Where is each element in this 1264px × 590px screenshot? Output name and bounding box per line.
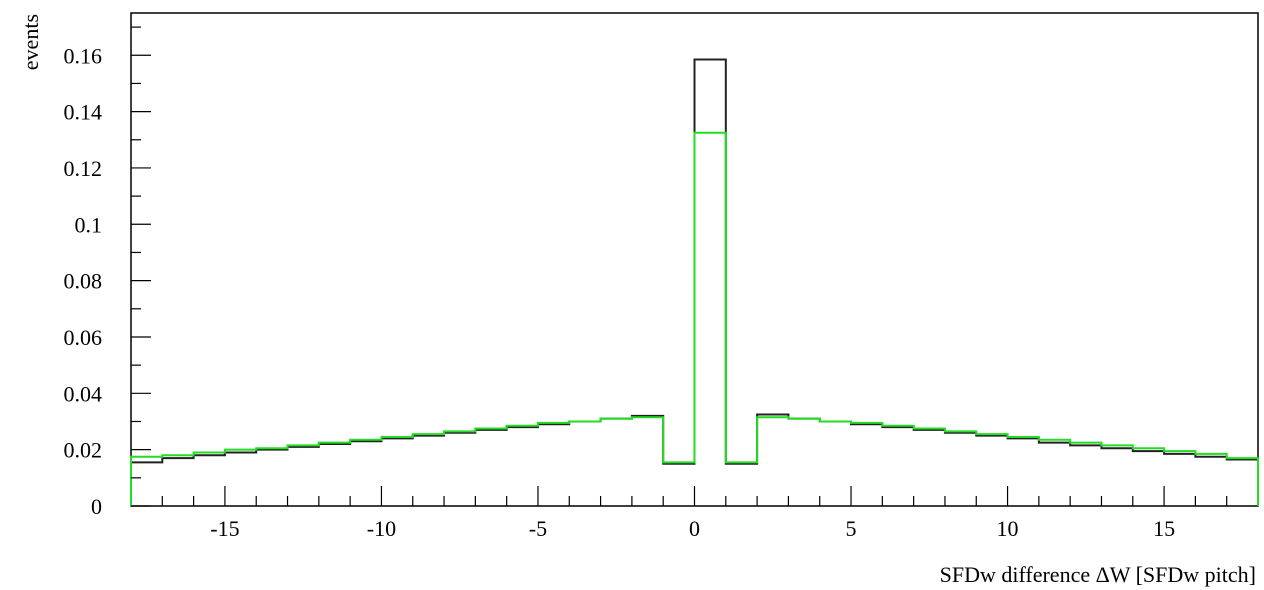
series-layer [130,58,1259,506]
x-axis: -15 -10 -5 0 5 10 15 [161,486,1228,541]
y-tick-label: 0.16 [64,43,103,68]
y-tick-label: 0.14 [64,100,103,125]
x-tick-label: 0 [689,516,700,541]
x-tick-label: -15 [210,516,239,541]
y-tick-label: 0 [91,494,102,519]
y-tick-label: 0.1 [75,212,103,237]
y-tick-label: 0.02 [64,438,103,463]
series-2-line [130,131,1259,506]
y-axis: 0 0.02 0.04 0.06 0.08 0.1 0.12 0.14 0.16 [64,26,151,519]
x-tick-label: -10 [367,516,396,541]
x-tick-label: -5 [529,516,547,541]
y-tick-label: 0.06 [64,325,103,350]
y-tick-label: 0.12 [64,156,103,181]
x-tick-label: 15 [1153,516,1175,541]
x-tick-label: 5 [846,516,857,541]
y-tick-label: 0.04 [64,381,103,406]
y-axis-title: events [18,14,43,70]
x-tick-label: 10 [997,516,1019,541]
x-axis-title: SFDw difference ΔW [SFDw pitch] [940,562,1256,587]
y-tick-label: 0.08 [64,269,103,294]
